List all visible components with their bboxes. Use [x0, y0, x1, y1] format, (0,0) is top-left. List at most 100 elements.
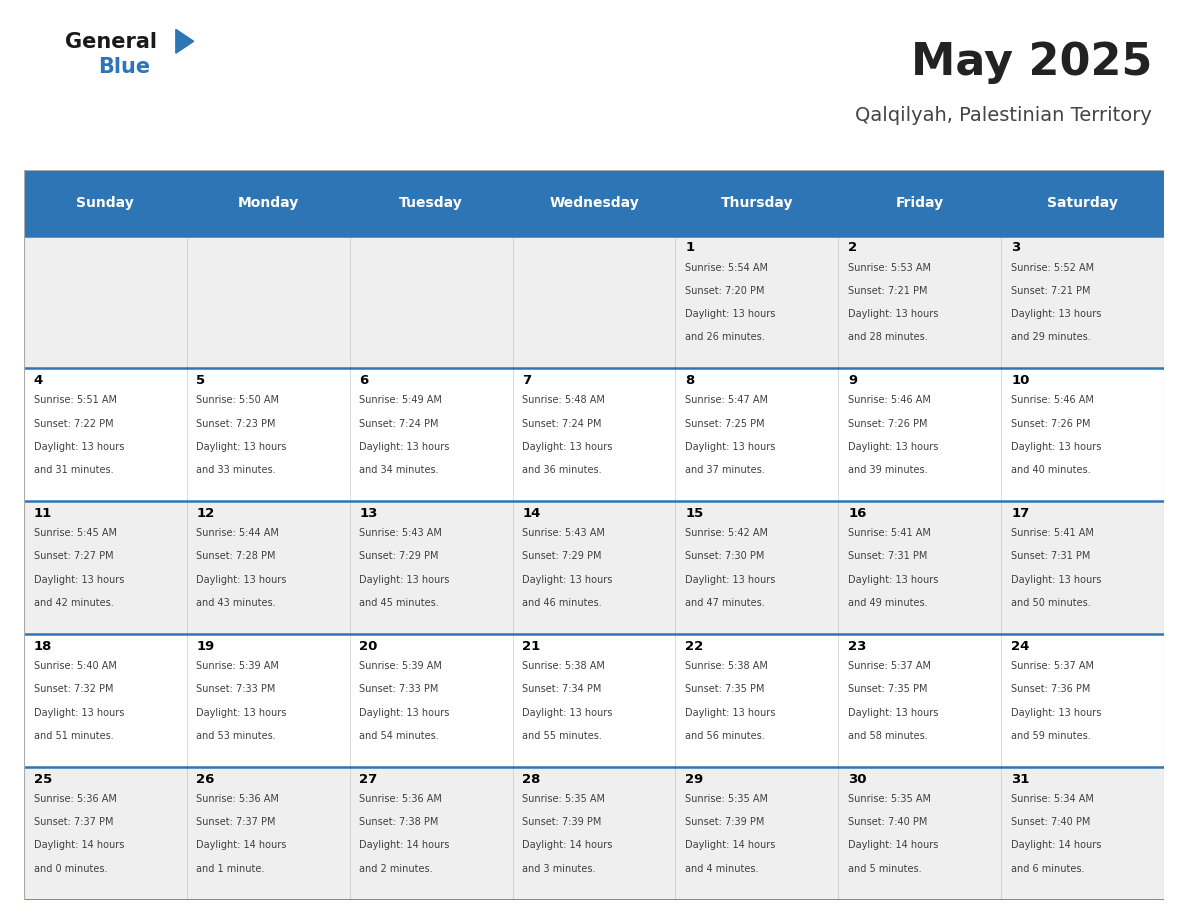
Text: Sunrise: 5:35 AM: Sunrise: 5:35 AM: [848, 794, 931, 804]
Text: Sunset: 7:40 PM: Sunset: 7:40 PM: [1011, 817, 1091, 827]
Text: 2: 2: [848, 241, 858, 254]
Text: Sunset: 7:37 PM: Sunset: 7:37 PM: [196, 817, 276, 827]
Text: 10: 10: [1011, 375, 1030, 387]
Bar: [24, 634, 187, 767]
Text: Daylight: 13 hours: Daylight: 13 hours: [1011, 575, 1101, 585]
Text: Sunrise: 5:42 AM: Sunrise: 5:42 AM: [685, 528, 769, 538]
Text: 18: 18: [33, 640, 52, 653]
Text: Daylight: 13 hours: Daylight: 13 hours: [196, 442, 286, 452]
Text: Daylight: 14 hours: Daylight: 14 hours: [848, 840, 939, 850]
Text: and 51 minutes.: and 51 minutes.: [33, 731, 113, 741]
Text: Sunrise: 5:36 AM: Sunrise: 5:36 AM: [196, 794, 279, 804]
Text: 13: 13: [360, 507, 378, 520]
Text: Sunrise: 5:39 AM: Sunrise: 5:39 AM: [360, 661, 442, 671]
Text: and 33 minutes.: and 33 minutes.: [196, 465, 276, 476]
Text: and 58 minutes.: and 58 minutes.: [848, 731, 928, 741]
Text: Saturday: Saturday: [1048, 196, 1118, 209]
Bar: [187, 236, 349, 368]
Text: Sunrise: 5:49 AM: Sunrise: 5:49 AM: [360, 396, 442, 406]
Text: and 31 minutes.: and 31 minutes.: [33, 465, 113, 476]
Bar: [839, 634, 1001, 767]
Text: Daylight: 13 hours: Daylight: 13 hours: [196, 575, 286, 585]
Bar: [512, 236, 676, 368]
Text: Sunrise: 5:43 AM: Sunrise: 5:43 AM: [360, 528, 442, 538]
Text: Sunset: 7:35 PM: Sunset: 7:35 PM: [848, 684, 928, 694]
Text: Daylight: 13 hours: Daylight: 13 hours: [848, 575, 939, 585]
Text: Sunrise: 5:39 AM: Sunrise: 5:39 AM: [196, 661, 279, 671]
Text: Sunset: 7:27 PM: Sunset: 7:27 PM: [33, 552, 113, 562]
Text: Sunset: 7:32 PM: Sunset: 7:32 PM: [33, 684, 113, 694]
Text: and 37 minutes.: and 37 minutes.: [685, 465, 765, 476]
Text: and 2 minutes.: and 2 minutes.: [360, 864, 432, 874]
Text: 23: 23: [848, 640, 866, 653]
Bar: [349, 767, 512, 900]
Bar: [676, 236, 839, 368]
Text: 6: 6: [360, 375, 368, 387]
Bar: [676, 368, 839, 501]
Text: Sunrise: 5:41 AM: Sunrise: 5:41 AM: [848, 528, 931, 538]
Bar: [839, 368, 1001, 501]
Bar: [1001, 170, 1164, 236]
Text: Daylight: 14 hours: Daylight: 14 hours: [523, 840, 613, 850]
Text: Sunrise: 5:38 AM: Sunrise: 5:38 AM: [685, 661, 769, 671]
Text: Daylight: 13 hours: Daylight: 13 hours: [685, 309, 776, 319]
Text: Sunday: Sunday: [76, 196, 134, 209]
Bar: [512, 170, 676, 236]
Text: Wednesday: Wednesday: [549, 196, 639, 209]
Text: Sunrise: 5:35 AM: Sunrise: 5:35 AM: [523, 794, 606, 804]
Text: Daylight: 13 hours: Daylight: 13 hours: [685, 575, 776, 585]
Bar: [512, 501, 676, 634]
Text: and 46 minutes.: and 46 minutes.: [523, 598, 602, 608]
Text: Sunset: 7:25 PM: Sunset: 7:25 PM: [685, 419, 765, 429]
Text: and 45 minutes.: and 45 minutes.: [360, 598, 440, 608]
Text: Daylight: 14 hours: Daylight: 14 hours: [196, 840, 286, 850]
Text: 11: 11: [33, 507, 52, 520]
Text: Sunrise: 5:34 AM: Sunrise: 5:34 AM: [1011, 794, 1094, 804]
Text: Daylight: 13 hours: Daylight: 13 hours: [1011, 309, 1101, 319]
Text: 15: 15: [685, 507, 703, 520]
Text: Sunset: 7:20 PM: Sunset: 7:20 PM: [685, 285, 765, 296]
Bar: [676, 634, 839, 767]
Text: Sunset: 7:30 PM: Sunset: 7:30 PM: [685, 552, 765, 562]
Text: and 4 minutes.: and 4 minutes.: [685, 864, 759, 874]
Text: Daylight: 14 hours: Daylight: 14 hours: [360, 840, 450, 850]
Text: Sunset: 7:23 PM: Sunset: 7:23 PM: [196, 419, 276, 429]
Text: Sunrise: 5:50 AM: Sunrise: 5:50 AM: [196, 396, 279, 406]
Text: Daylight: 14 hours: Daylight: 14 hours: [1011, 840, 1101, 850]
Text: Sunrise: 5:35 AM: Sunrise: 5:35 AM: [685, 794, 769, 804]
Bar: [839, 501, 1001, 634]
Bar: [1001, 236, 1164, 368]
Bar: [1001, 501, 1164, 634]
Text: and 55 minutes.: and 55 minutes.: [523, 731, 602, 741]
Text: Daylight: 13 hours: Daylight: 13 hours: [196, 708, 286, 718]
Text: Daylight: 13 hours: Daylight: 13 hours: [523, 575, 613, 585]
Text: Blue: Blue: [99, 57, 151, 77]
Text: Sunset: 7:28 PM: Sunset: 7:28 PM: [196, 552, 276, 562]
Text: and 34 minutes.: and 34 minutes.: [360, 465, 440, 476]
Bar: [24, 170, 187, 236]
Bar: [512, 368, 676, 501]
Text: Daylight: 13 hours: Daylight: 13 hours: [523, 442, 613, 452]
Text: 22: 22: [685, 640, 703, 653]
Text: 3: 3: [1011, 241, 1020, 254]
Text: General: General: [65, 32, 157, 52]
Text: Sunset: 7:37 PM: Sunset: 7:37 PM: [33, 817, 113, 827]
Text: Friday: Friday: [896, 196, 944, 209]
Text: Daylight: 13 hours: Daylight: 13 hours: [848, 708, 939, 718]
Bar: [349, 236, 512, 368]
Text: Sunset: 7:33 PM: Sunset: 7:33 PM: [196, 684, 276, 694]
Text: Daylight: 13 hours: Daylight: 13 hours: [1011, 442, 1101, 452]
Bar: [24, 368, 187, 501]
Text: 4: 4: [33, 375, 43, 387]
Text: Sunrise: 5:37 AM: Sunrise: 5:37 AM: [1011, 661, 1094, 671]
Bar: [187, 170, 349, 236]
Text: Daylight: 13 hours: Daylight: 13 hours: [33, 575, 124, 585]
Text: Sunrise: 5:46 AM: Sunrise: 5:46 AM: [1011, 396, 1094, 406]
Text: and 53 minutes.: and 53 minutes.: [196, 731, 277, 741]
Text: Sunset: 7:39 PM: Sunset: 7:39 PM: [685, 817, 765, 827]
Bar: [1001, 767, 1164, 900]
Text: 29: 29: [685, 773, 703, 786]
Text: Daylight: 13 hours: Daylight: 13 hours: [360, 708, 450, 718]
Text: Daylight: 13 hours: Daylight: 13 hours: [360, 442, 450, 452]
Text: Sunrise: 5:38 AM: Sunrise: 5:38 AM: [523, 661, 605, 671]
